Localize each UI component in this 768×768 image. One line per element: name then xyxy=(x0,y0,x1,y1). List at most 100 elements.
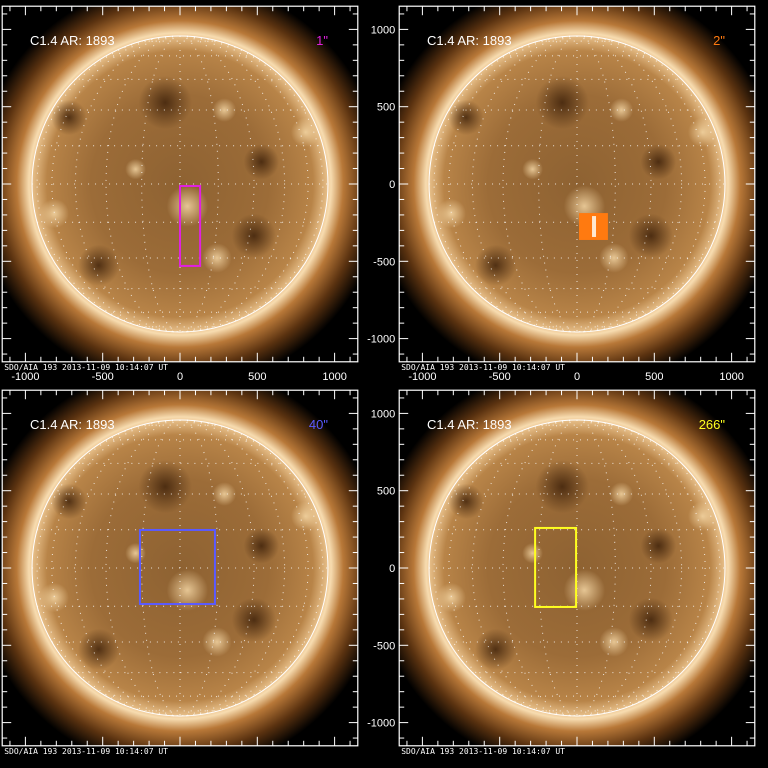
sun-image xyxy=(399,390,755,746)
bright-region xyxy=(290,501,321,532)
resolution-tag: 2" xyxy=(713,33,725,48)
longitude-line xyxy=(51,419,181,717)
dark-region xyxy=(231,213,277,258)
bright-region xyxy=(687,501,718,532)
bright-region xyxy=(39,582,70,613)
panel-4: -1000 -500 0 500 1000 SDO/AIA 193 2013-11-09 … xyxy=(367,389,756,756)
panel-3: SDO/AIA 193 2013-11-09 10:14:07 UT C1.4 A… xyxy=(1,389,359,756)
bright-region xyxy=(212,98,237,122)
longitude-line xyxy=(448,419,578,717)
bright-region xyxy=(609,482,634,506)
bright-region xyxy=(202,627,232,657)
y-tick-label: -1000 xyxy=(367,334,395,346)
dark-region xyxy=(535,75,589,130)
y-tick-label: -500 xyxy=(373,640,395,652)
x-tick-label: 1000 xyxy=(322,371,346,383)
resolution-tag: 40" xyxy=(309,417,328,432)
panel-title: C1.4 AR: 1893 xyxy=(427,417,512,432)
longitude-line xyxy=(51,35,181,333)
dark-region xyxy=(231,597,277,642)
instrument-footer: SDO/AIA 193 2013-11-09 10:14:07 UT xyxy=(4,747,168,756)
dark-region xyxy=(474,244,517,287)
dark-region xyxy=(448,483,484,520)
x-tick-label: 500 xyxy=(248,371,266,383)
dark-region xyxy=(628,213,674,258)
dark-region xyxy=(77,628,120,671)
bright-region xyxy=(599,627,629,657)
dark-region xyxy=(77,244,120,287)
dark-region xyxy=(138,75,192,130)
bright-region xyxy=(212,482,237,506)
bright-region xyxy=(436,582,467,613)
x-tick-label: 0 xyxy=(574,371,580,383)
longitude-line xyxy=(179,35,309,333)
panel-2: -1000 -1000 -500 -500 0 0 500 500 1000 1000 SDO/AI… xyxy=(367,5,756,383)
y-tick-label: 1000 xyxy=(371,24,395,36)
bright-region xyxy=(687,117,718,148)
instrument-footer: SDO/AIA 193 2013-11-09 10:14:07 UT xyxy=(4,363,168,372)
dark-region xyxy=(535,459,589,514)
y-tick-label: 500 xyxy=(377,102,395,114)
bright-region xyxy=(563,569,606,611)
resolution-tag: 1" xyxy=(316,33,328,48)
limb-circle xyxy=(31,419,329,717)
dark-region xyxy=(243,144,280,180)
panel-title: C1.4 AR: 1893 xyxy=(30,417,115,432)
dark-region xyxy=(51,483,87,520)
dark-region xyxy=(628,597,674,642)
dark-region xyxy=(474,628,517,671)
x-tick-label: -1000 xyxy=(408,371,436,383)
sun-image xyxy=(2,6,358,362)
instrument-footer: SDO/AIA 193 2013-11-09 10:14:07 UT xyxy=(401,363,565,372)
x-tick-label: -1000 xyxy=(11,371,39,383)
bright-region xyxy=(290,117,321,148)
bright-region xyxy=(39,198,70,229)
y-tick-label: -500 xyxy=(373,256,395,268)
dark-region xyxy=(243,528,280,564)
x-tick-label: -500 xyxy=(489,371,511,383)
region-box xyxy=(534,526,578,608)
bright-region xyxy=(436,198,467,229)
dark-region xyxy=(51,99,87,136)
bright-region xyxy=(522,158,543,180)
y-tick-label: -1000 xyxy=(367,718,395,730)
panel-title: C1.4 AR: 1893 xyxy=(30,33,115,48)
dark-region xyxy=(448,99,484,136)
bright-region xyxy=(599,243,629,273)
x-tick-label: 1000 xyxy=(719,371,743,383)
bright-region xyxy=(125,542,146,564)
limb-circle xyxy=(31,35,329,333)
limb-circle xyxy=(428,35,726,333)
longitude-line xyxy=(576,35,706,333)
y-tick-label: 500 xyxy=(377,486,395,498)
longitude-line xyxy=(179,419,309,717)
region-box xyxy=(138,528,216,606)
dark-region xyxy=(640,528,677,564)
bright-region xyxy=(166,185,209,227)
region-box xyxy=(179,185,202,267)
panel-title: C1.4 AR: 1893 xyxy=(427,33,512,48)
sun-image xyxy=(399,6,755,362)
dark-region xyxy=(640,144,677,180)
x-tick-label: 0 xyxy=(177,371,183,383)
bright-region xyxy=(609,98,634,122)
longitude-line xyxy=(576,419,706,717)
panel-1: -1000 -500 0 500 1000 SDO/AIA 193 2013-11-09 … xyxy=(1,5,359,383)
longitude-line xyxy=(448,35,578,333)
bright-region xyxy=(125,158,146,180)
bright-region xyxy=(202,243,232,273)
bright-region xyxy=(522,542,543,564)
y-tick-label: 1000 xyxy=(371,408,395,420)
y-tick-label: 0 xyxy=(389,179,395,191)
limb-circle xyxy=(428,419,726,717)
dark-region xyxy=(138,459,192,514)
y-tick-label: 0 xyxy=(389,563,395,575)
sun-image xyxy=(2,390,358,746)
resolution-tag: 266" xyxy=(699,417,726,432)
bright-region xyxy=(166,569,209,611)
region-marker xyxy=(592,216,597,237)
instrument-footer: SDO/AIA 193 2013-11-09 10:14:07 UT xyxy=(401,747,565,756)
x-tick-label: 500 xyxy=(645,371,663,383)
x-tick-label: -500 xyxy=(92,371,114,383)
